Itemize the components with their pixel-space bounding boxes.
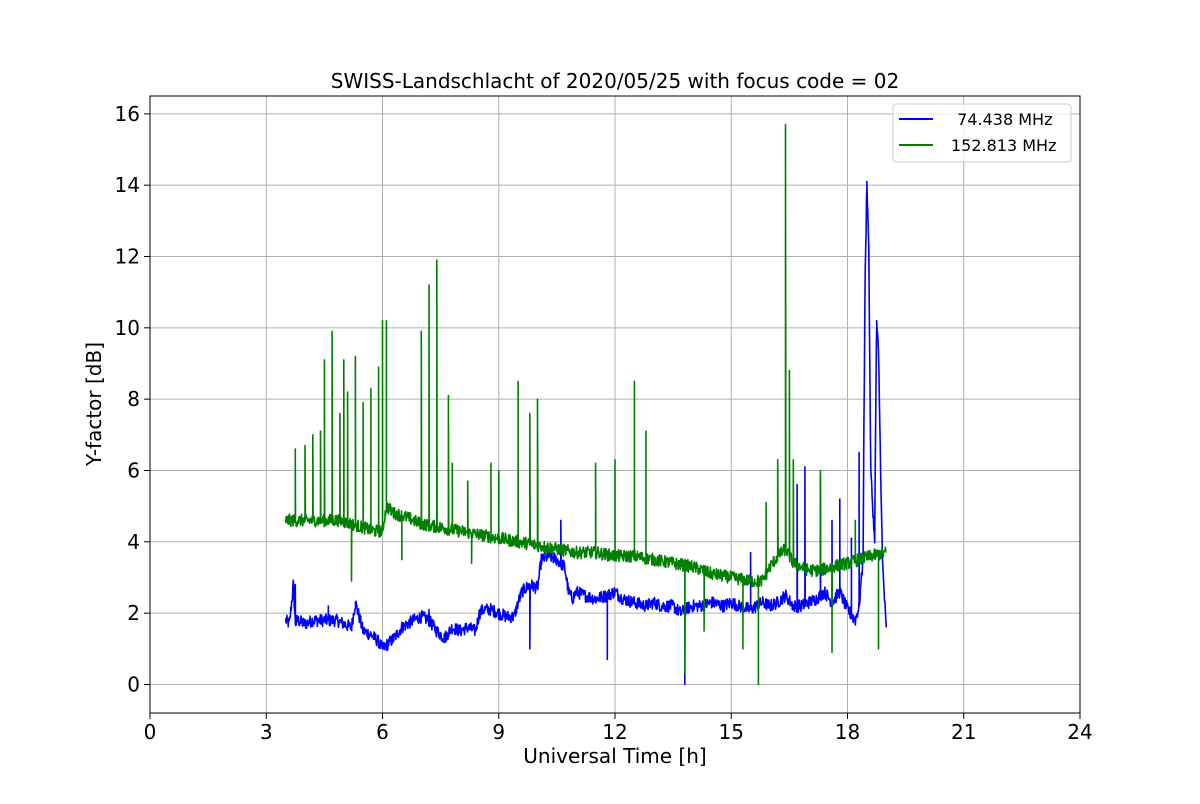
x-tick-label: 0 xyxy=(144,720,157,744)
series-line-152mhz xyxy=(284,123,888,686)
series-line-74mhz xyxy=(284,180,888,686)
y-axis-label: Y-factor [dB] xyxy=(82,342,106,467)
x-tick-label: 21 xyxy=(951,720,976,744)
y-tick-label: 2 xyxy=(127,601,140,625)
series-layer xyxy=(284,123,888,686)
legend-label-152mhz: 152.813 MHz xyxy=(951,136,1056,155)
x-tick-label: 24 xyxy=(1067,720,1092,744)
y-tick-label: 6 xyxy=(127,458,140,482)
series-line-152mhz-group xyxy=(284,123,888,686)
x-tick-label: 15 xyxy=(719,720,744,744)
x-tick-label: 12 xyxy=(602,720,627,744)
y-tick-label: 10 xyxy=(115,316,140,340)
x-tick-label: 18 xyxy=(835,720,860,744)
x-tick-label: 3 xyxy=(260,720,273,744)
legend-box xyxy=(892,103,1072,163)
legend: 74.438 MHz 152.813 MHz xyxy=(892,103,1072,163)
y-tick-label: 4 xyxy=(127,530,140,554)
y-tick-label: 12 xyxy=(115,244,140,268)
y-tick-label: 8 xyxy=(127,387,140,411)
series-line-74mhz-group xyxy=(284,180,888,686)
legend-label-74mhz: 74.438 MHz xyxy=(947,110,1052,129)
y-tick-label: 16 xyxy=(115,102,140,126)
x-tick-label: 9 xyxy=(492,720,505,744)
y-tick-label: 14 xyxy=(115,173,140,197)
x-tick-label: 6 xyxy=(376,720,389,744)
chart-title: SWISS-Landschlacht of 2020/05/25 with fo… xyxy=(331,69,899,93)
x-axis-label: Universal Time [h] xyxy=(523,744,706,768)
y-tick-label: 0 xyxy=(127,672,140,696)
